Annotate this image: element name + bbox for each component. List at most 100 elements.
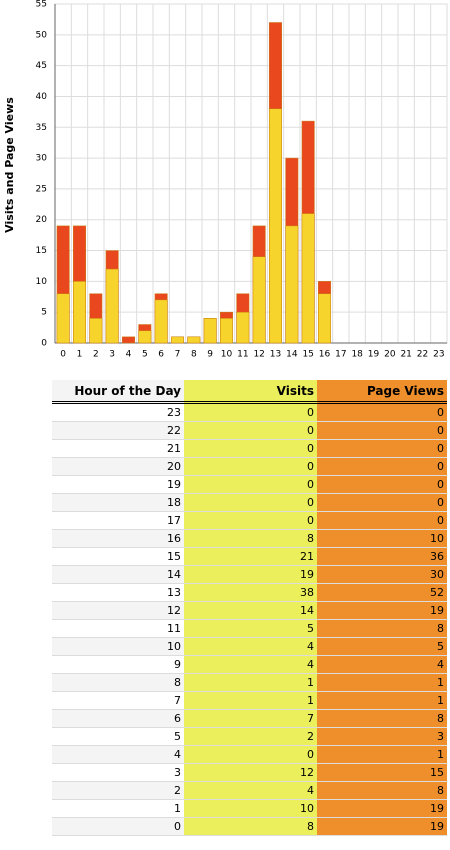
table-cell: 2 [184, 727, 317, 746]
x-tick-label: 15 [302, 350, 313, 360]
table-cell: 9 [52, 655, 184, 674]
table-cell: 0 [317, 475, 447, 494]
table-cell: 8 [317, 619, 447, 638]
table-cell: 8 [317, 781, 447, 800]
bar [56, 293, 70, 344]
table-cell: 15 [52, 547, 184, 566]
x-tick-label: 23 [433, 350, 444, 360]
y-tick-label: 10 [36, 277, 48, 287]
table-header: Hour of the Day [52, 380, 184, 404]
table-cell: 16 [52, 529, 184, 548]
bar [73, 281, 86, 344]
table-cell: 4 [184, 781, 317, 800]
x-tick-label: 4 [126, 350, 132, 360]
table-row: 21 0 0 [52, 439, 447, 458]
x-tick-label: 11 [237, 350, 248, 360]
table-row: 18 0 0 [52, 493, 447, 512]
y-tick-label: 25 [36, 184, 47, 194]
x-tick-label: 19 [368, 350, 380, 360]
bar [138, 330, 152, 344]
x-tick-label: 10 [221, 350, 233, 360]
x-tick-label: 12 [253, 350, 264, 360]
x-tick-label: 0 [60, 350, 66, 360]
table-cell: 7 [184, 709, 317, 728]
table-cell: 20 [52, 457, 184, 476]
x-tick-label: 2 [93, 350, 99, 360]
bar [122, 336, 135, 344]
table-row: 19 0 0 [52, 475, 447, 494]
x-tick-label: 21 [400, 350, 411, 360]
bar [252, 256, 266, 344]
bar [269, 108, 282, 344]
table-cell: 3 [317, 727, 447, 746]
table-cell: 19 [317, 799, 447, 818]
table-row: 23 0 0 [52, 402, 447, 422]
table-cell: 10 [52, 637, 184, 656]
table-cell: 0 [184, 421, 317, 440]
x-tick-label: 9 [207, 350, 213, 360]
table-cell: 8 [52, 673, 184, 692]
x-tick-label: 22 [417, 350, 428, 360]
table-cell: 0 [184, 457, 317, 476]
x-tick-label: 7 [175, 350, 181, 360]
table-row: 14 19 30 [52, 565, 447, 584]
table-cell: 0 [184, 402, 317, 422]
bar [105, 268, 119, 344]
x-tick-label: 1 [77, 350, 83, 360]
y-tick-label: 35 [36, 123, 47, 133]
data-table: Hour of the Day Visits Page Views 23 0 0 22… [52, 380, 447, 836]
x-tick-label: 17 [335, 350, 346, 360]
table-cell: 4 [52, 745, 184, 764]
table-cell: 6 [52, 709, 184, 728]
x-tick-label: 8 [191, 350, 197, 360]
table-cell: 2 [52, 781, 184, 800]
table-row: 16 8 10 [52, 529, 447, 548]
table-cell: 0 [52, 817, 184, 836]
table-cell: 52 [317, 583, 447, 602]
y-tick-label: 40 [36, 92, 48, 102]
bar [154, 299, 168, 344]
table-cell: 4 [317, 655, 447, 674]
table-cell: 13 [52, 583, 184, 602]
bar [285, 225, 299, 344]
table-cell: 19 [52, 475, 184, 494]
table-cell: 0 [317, 457, 447, 476]
bar [89, 318, 103, 344]
table-cell: 3 [52, 763, 184, 782]
y-tick-label: 55 [36, 0, 47, 10]
y-tick-label: 50 [36, 30, 48, 40]
bar [220, 318, 233, 344]
bar [203, 318, 217, 344]
table-cell: 30 [317, 565, 447, 584]
table-row: 17 0 0 [52, 511, 447, 530]
table-cell: 19 [317, 601, 447, 620]
x-tick-label: 16 [319, 350, 331, 360]
table-cell: 17 [52, 511, 184, 530]
table-cell: 4 [184, 655, 317, 674]
bar [301, 213, 315, 344]
table-cell: 0 [184, 439, 317, 458]
table-row: 20 0 0 [52, 457, 447, 476]
x-tick-label: 14 [286, 350, 298, 360]
x-tick-label: 5 [142, 350, 148, 360]
table-cell: 1 [317, 673, 447, 692]
bar [318, 293, 331, 344]
table-cell: 36 [317, 547, 447, 566]
table-cell: 1 [317, 691, 447, 710]
table-cell: 10 [184, 799, 317, 818]
x-tick-label: 6 [158, 350, 164, 360]
table-cell: 0 [184, 745, 317, 764]
table-cell: 12 [52, 601, 184, 620]
table-header: Page Views [317, 380, 447, 404]
table-cell: 5 [317, 637, 447, 656]
table-cell: 21 [184, 547, 317, 566]
table-cell: 15 [317, 763, 447, 782]
table-row: 22 0 0 [52, 421, 447, 440]
table-cell: 8 [317, 709, 447, 728]
